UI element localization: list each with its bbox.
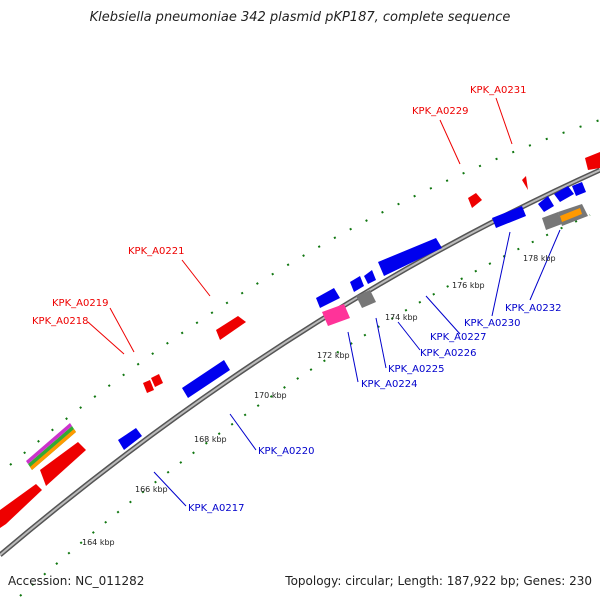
scale-label: 176 kbp bbox=[452, 281, 485, 290]
gene-forward bbox=[0, 484, 42, 528]
gene-forward bbox=[151, 374, 163, 387]
gene-reverse bbox=[182, 360, 230, 398]
gene-label: KPK_A0218 bbox=[32, 316, 88, 327]
leader-line bbox=[439, 119, 461, 165]
scale-label: 168 kbp bbox=[194, 435, 227, 444]
scale-label: 178 kbp bbox=[523, 254, 556, 263]
gene-label: KPK_A0229 bbox=[412, 106, 468, 117]
gene-forward bbox=[40, 442, 86, 486]
gene-label: KPK_A0217 bbox=[188, 503, 244, 514]
gene-label: KPK_A0231 bbox=[470, 85, 526, 96]
map-title: Klebsiella pneumoniae 342 plasmid pKP187… bbox=[89, 10, 511, 25]
scale-label: 174 kbp bbox=[385, 313, 418, 322]
backbone-outer bbox=[0, 167, 600, 557]
gene-forward bbox=[468, 193, 482, 208]
scale-label: 164 kbp bbox=[82, 538, 115, 547]
gene-reverse bbox=[554, 186, 574, 202]
leader-line bbox=[491, 231, 511, 317]
gene-reverse bbox=[316, 288, 340, 308]
gene-forward bbox=[143, 380, 154, 393]
rna-block-magenta bbox=[26, 423, 72, 464]
gene-label: KPK_A0221 bbox=[128, 246, 184, 257]
rna-feature bbox=[322, 304, 350, 326]
gene-label: KPK_A0225 bbox=[388, 364, 444, 375]
gene-label: KPK_A0232 bbox=[505, 303, 561, 314]
gene-reverse bbox=[350, 276, 364, 292]
gene-forward bbox=[522, 176, 528, 190]
gene-reverse bbox=[572, 182, 586, 196]
leader-line bbox=[153, 471, 187, 507]
summary-text: Topology: circular; Length: 187,922 bp; … bbox=[285, 574, 592, 588]
accession-text: Accession: NC_011282 bbox=[8, 574, 145, 588]
leader-line bbox=[397, 321, 421, 351]
gene-label: KPK_A0226 bbox=[420, 348, 476, 359]
leader-line bbox=[229, 413, 257, 451]
gene-reverse bbox=[378, 238, 442, 276]
gene-label: KPK_A0224 bbox=[361, 379, 417, 390]
leader-line bbox=[87, 321, 125, 355]
pseudo-gene bbox=[542, 212, 562, 230]
scale-label: 170 kbp bbox=[254, 391, 287, 400]
misc-feature bbox=[560, 208, 582, 222]
leader-line bbox=[181, 259, 211, 297]
gene-label: KPK_A0220 bbox=[258, 446, 314, 457]
gene-label: KPK_A0230 bbox=[464, 318, 520, 329]
gene-reverse bbox=[492, 206, 526, 228]
gene-reverse bbox=[364, 270, 376, 284]
scale-label: 172 kbp bbox=[317, 351, 350, 360]
gene-label: KPK_A0219 bbox=[52, 298, 108, 309]
gene-reverse bbox=[538, 196, 554, 212]
scale-label: 166 kbp bbox=[135, 485, 168, 494]
leader-line bbox=[529, 229, 561, 301]
leader-line bbox=[375, 317, 387, 369]
leader-line bbox=[109, 307, 135, 353]
leader-line bbox=[425, 295, 461, 335]
gene-reverse bbox=[118, 428, 142, 450]
outer-tick-ring bbox=[9, 119, 600, 466]
gene-forward bbox=[585, 152, 600, 170]
leader-line bbox=[495, 97, 513, 145]
gene-label: KPK_A0227 bbox=[430, 332, 486, 343]
leader-line bbox=[347, 331, 359, 383]
backbone-inner bbox=[0, 169, 600, 556]
pseudo-gene bbox=[356, 290, 376, 308]
gene-forward bbox=[216, 316, 246, 340]
rna-block-orange bbox=[30, 429, 76, 470]
